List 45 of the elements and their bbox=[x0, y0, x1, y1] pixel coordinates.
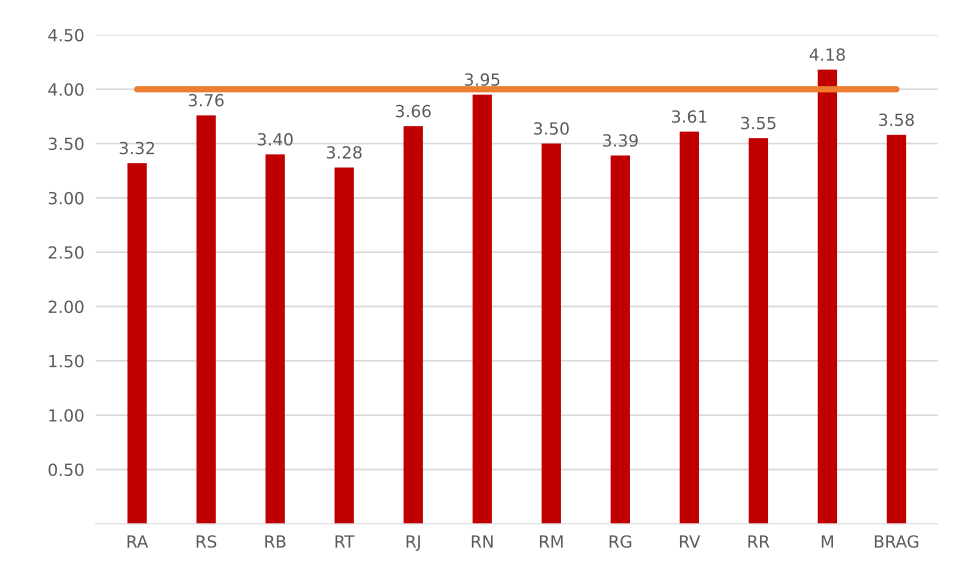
text: 2.00 bbox=[48, 300, 84, 314]
x-tick-label: RM bbox=[540, 535, 563, 548]
data-label: 3.50 bbox=[534, 122, 569, 135]
x-tick-label: RV bbox=[680, 535, 700, 548]
data-label: 3.40 bbox=[258, 133, 293, 146]
bar bbox=[404, 126, 423, 524]
x-tick-label: BRAG bbox=[874, 535, 918, 548]
data-label: 3.76 bbox=[188, 94, 224, 107]
text: 3.50 bbox=[48, 138, 84, 150]
bar bbox=[472, 94, 492, 524]
x-tick-label: RB bbox=[265, 535, 286, 548]
x-tick-label: RR bbox=[748, 535, 770, 548]
text: 2.50 bbox=[48, 246, 84, 259]
data-label: 4.18 bbox=[810, 48, 845, 61]
text: 3.00 bbox=[48, 192, 84, 204]
bar bbox=[266, 154, 285, 524]
text: 1.50 bbox=[49, 354, 84, 368]
text: 4.00 bbox=[48, 83, 84, 96]
bar bbox=[610, 156, 630, 524]
bar bbox=[334, 167, 354, 524]
bar bbox=[818, 70, 838, 524]
x-tick-label: RN bbox=[472, 535, 493, 548]
text: 1.00 bbox=[49, 409, 84, 422]
data-label: 3.28 bbox=[326, 146, 362, 159]
data-label: 3.61 bbox=[672, 110, 706, 123]
text: 0.50 bbox=[48, 463, 84, 476]
data-label: 3.58 bbox=[879, 113, 914, 126]
x-tick-label: RG bbox=[610, 535, 632, 548]
data-label: 3.55 bbox=[741, 116, 776, 130]
x-tick-label: M bbox=[822, 535, 833, 548]
bar bbox=[542, 144, 561, 524]
text: 4.50 bbox=[48, 28, 84, 42]
data-label: 3.39 bbox=[603, 134, 638, 147]
x-tick-label: RA bbox=[128, 535, 148, 548]
bar bbox=[196, 115, 216, 524]
x-tick-label: RT bbox=[336, 535, 355, 548]
bar bbox=[680, 132, 700, 524]
bar bbox=[748, 138, 768, 524]
bar bbox=[127, 163, 147, 524]
x-tick-label: RS bbox=[196, 535, 216, 548]
data-label: 3.32 bbox=[120, 142, 154, 154]
x-tick-label: RJ bbox=[406, 535, 420, 551]
bar bbox=[886, 134, 906, 524]
data-label: 3.66 bbox=[396, 104, 431, 118]
data-label: 3.95 bbox=[464, 73, 500, 86]
